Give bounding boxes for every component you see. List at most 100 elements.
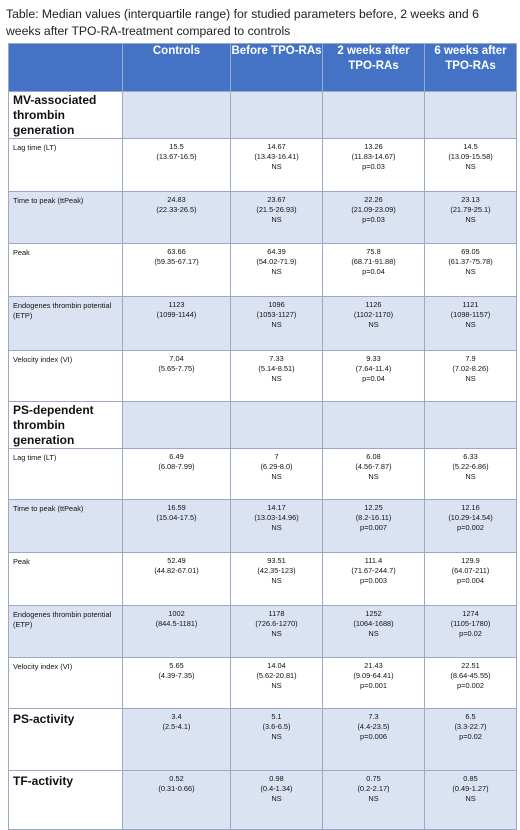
iqr-value: (5.14-8.51) xyxy=(258,364,295,373)
median-value: 14.5 xyxy=(463,142,478,151)
p-value: p=0.04 xyxy=(362,374,385,383)
value-cell: 6.5 (3.3-22.7) p=0.02 xyxy=(424,708,517,771)
iqr-value: (11.83-14.67) xyxy=(351,152,396,161)
value-cell: 22.51 (8.64-45.55) p=0.002 xyxy=(424,657,517,709)
p-value: NS xyxy=(465,794,476,803)
iqr-value: (1099-1144) xyxy=(156,310,197,319)
value-cell: 1121 (1098-1157) NS xyxy=(424,296,517,351)
p-value: NS xyxy=(271,523,282,532)
p-value: p=0.003 xyxy=(360,576,387,585)
value-cell: 14.04 (5.62-20.81) NS xyxy=(230,657,323,709)
p-value: NS xyxy=(271,472,282,481)
value-cell: 23.67 (21.5-26.93) NS xyxy=(230,191,323,244)
value-cell: 129.9 (64.07-211) p=0.004 xyxy=(424,552,517,606)
median-value: 24.83 xyxy=(167,195,186,204)
header-before: Before TPO-RAs xyxy=(230,43,323,92)
median-value: 0.52 xyxy=(169,774,184,783)
median-value: 3.4 xyxy=(171,712,182,721)
value-cell: 7.9 (7.02-8.26) NS xyxy=(424,350,517,402)
value-cell: 9.33 (7.64-11.4) p=0.04 xyxy=(322,350,425,402)
header-row: Controls Before TPO-RAs 2 weeks after TP… xyxy=(8,43,517,92)
value-cell: 7 (6.29-8.0) NS xyxy=(230,448,323,500)
value-cell: 7.04 (5.65-7.75) xyxy=(122,350,231,402)
empty-cell xyxy=(322,401,425,449)
p-value: p=0.03 xyxy=(362,162,385,171)
value-cell: 0.75 (0.2-2.17) NS xyxy=(322,770,425,830)
median-value: 0.75 xyxy=(366,774,381,783)
value-cell: 15.5 (13.67-16.5) xyxy=(122,138,231,192)
p-value: p=0.004 xyxy=(457,576,484,585)
iqr-value: (10.29-14.54) xyxy=(448,513,493,522)
median-value: 111.4 xyxy=(364,556,383,565)
empty-cell xyxy=(322,91,425,139)
iqr-value: (4.56-7.87) xyxy=(355,462,392,471)
p-value: NS xyxy=(271,162,282,171)
p-value: p=0.04 xyxy=(362,267,385,276)
value-cell: 111.4 (71.67-244.7) p=0.003 xyxy=(322,552,425,606)
iqr-value: (13.03-14.96) xyxy=(254,513,299,522)
table-row: Velocity index (VI) 7.04 (5.65-7.75) 7.33 (5… xyxy=(8,350,517,402)
value-cell: 14.17 (13.03-14.96) NS xyxy=(230,499,323,553)
iqr-value: (13.67-16.5) xyxy=(156,152,197,161)
empty-cell xyxy=(230,401,323,449)
p-value: NS xyxy=(368,629,379,638)
p-value: NS xyxy=(465,320,476,329)
row-label: Lag time (LT) xyxy=(8,448,123,500)
iqr-value: (1098-1157) xyxy=(450,310,491,319)
value-cell: 7.3 (4.4-23.5) p=0.006 xyxy=(322,708,425,771)
value-cell: 14.67 (13.43-16.41) NS xyxy=(230,138,323,192)
section-title: MV-associated thrombin generation xyxy=(8,91,123,139)
median-value: 7 xyxy=(274,452,279,461)
iqr-value: (1064-1688) xyxy=(353,619,394,628)
table-row: Time to peak (ttPeak) 16.59 (15.04-17.5) 14… xyxy=(8,499,517,553)
median-value: 1178 xyxy=(268,609,285,618)
p-value: NS xyxy=(271,629,282,638)
iqr-value: (4.39-7.35) xyxy=(158,671,195,680)
row-label: Lag time (LT) xyxy=(8,138,123,192)
table-row: Endogenes thrombin potential (ETP) 1002 (8… xyxy=(8,605,517,658)
p-value: NS xyxy=(271,374,282,383)
section-header-row: MV-associated thrombin generation xyxy=(8,91,517,139)
section-title: TF-activity xyxy=(8,770,123,830)
value-cell: 13.26 (11.83-14.67) p=0.03 xyxy=(322,138,425,192)
median-value: 9.33 xyxy=(366,354,381,363)
value-cell: 0.85 (0.49-1.27) NS xyxy=(424,770,517,830)
table-row: Velocity index (VI) 5.65 (4.39-7.35) 14.04(… xyxy=(8,657,517,709)
median-value: 6.5 xyxy=(465,712,476,721)
header-2-weeks: 2 weeks after TPO-RAs xyxy=(322,43,425,92)
iqr-value: (2.5-4.1) xyxy=(162,722,191,731)
section-title: PS-dependent thrombin generation xyxy=(8,401,123,449)
iqr-value: (71.67-244.7) xyxy=(351,566,396,575)
iqr-value: (3.6-6.5) xyxy=(262,722,291,731)
header-6-weeks: 6 weeks after TPO-RAs xyxy=(424,43,517,92)
section-row-tf-activity: TF-activity 0.52 (0.31-0.66) 0.98 (0.4-1.34)… xyxy=(8,770,517,830)
empty-cell xyxy=(230,91,323,139)
median-value: 0.85 xyxy=(463,774,478,783)
header-cell xyxy=(8,43,123,92)
p-value: NS xyxy=(271,267,282,276)
median-value: 14.17 xyxy=(267,503,286,512)
iqr-value: (844.5-1181) xyxy=(155,619,198,628)
p-value: NS xyxy=(465,267,476,276)
iqr-value: (21.09-23.09) xyxy=(351,205,396,214)
p-value: NS xyxy=(271,320,282,329)
iqr-value: (3.3-22.7) xyxy=(454,722,487,731)
p-value: p=0.002 xyxy=(457,523,484,532)
iqr-value: (22.33-26.5) xyxy=(156,205,197,214)
value-cell: 75.8 (68.71-91.88) p=0.04 xyxy=(322,243,425,297)
iqr-value: (61.37-75.78) xyxy=(448,257,493,266)
iqr-value: (4.4-23.5) xyxy=(357,722,390,731)
iqr-value: (0.4-1.34) xyxy=(260,784,293,793)
section-header-row: PS-dependent thrombin generation xyxy=(8,401,517,449)
iqr-value: (6.08-7.99) xyxy=(158,462,195,471)
table-row: Time to peak (ttPeak) 24.83 (22.33-26.5) 23… xyxy=(8,191,517,244)
iqr-value: (5.62-20.81) xyxy=(256,671,297,680)
value-cell: 0.52 (0.31-0.66) xyxy=(122,770,231,830)
row-label: Endogenes thrombin potential (ETP) xyxy=(8,605,123,658)
value-cell: 52.49 (44.82-67.01) xyxy=(122,552,231,606)
value-cell: 7.33 (5.14-8.51) NS xyxy=(230,350,323,402)
p-value: p=0.02 xyxy=(459,629,482,638)
median-value: 14.67 xyxy=(267,142,286,151)
median-value: 63.66 xyxy=(167,247,186,256)
iqr-value: (21.5-26.93) xyxy=(256,205,297,214)
